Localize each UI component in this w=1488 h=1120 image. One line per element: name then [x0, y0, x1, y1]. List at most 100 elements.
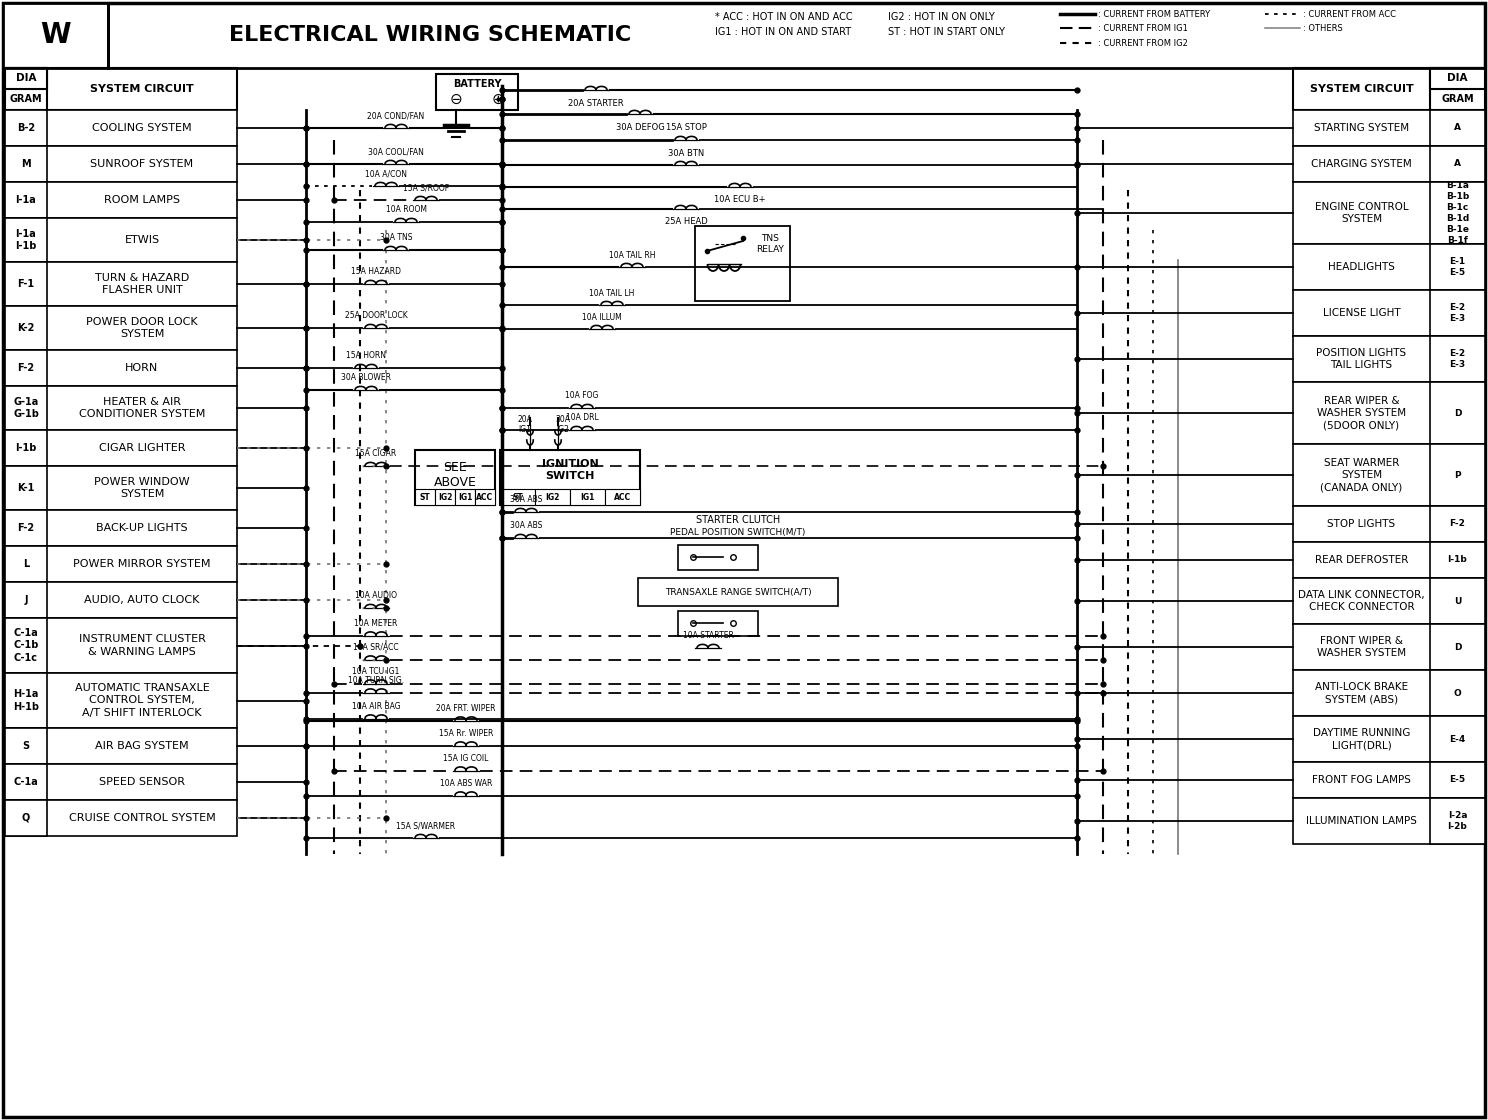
Text: 15A S/ROOF: 15A S/ROOF: [403, 184, 449, 193]
Text: IG1: IG1: [458, 493, 472, 502]
Bar: [1430, 578, 1485, 624]
Text: A: A: [1454, 123, 1461, 132]
Text: IG1: IG1: [580, 493, 595, 502]
Text: IG2: IG2: [557, 426, 570, 435]
Bar: [4, 218, 237, 262]
Text: PEDAL POSITION SWITCH(M/T): PEDAL POSITION SWITCH(M/T): [670, 528, 805, 536]
Text: 10A TAIL RH: 10A TAIL RH: [609, 251, 655, 260]
Bar: [4, 349, 237, 386]
Bar: [4, 146, 48, 181]
Bar: [638, 578, 838, 606]
Bar: [415, 450, 496, 505]
Bar: [1293, 670, 1485, 716]
Text: 10A ROOM: 10A ROOM: [385, 205, 427, 215]
Text: 30A DEFOG: 30A DEFOG: [616, 122, 664, 131]
Bar: [455, 489, 475, 505]
Bar: [1430, 542, 1485, 578]
Text: CRUISE CONTROL SYSTEM: CRUISE CONTROL SYSTEM: [68, 813, 216, 823]
Bar: [4, 764, 48, 800]
Text: : CURRENT FROM IG2: : CURRENT FROM IG2: [1098, 39, 1187, 48]
Text: E-2
E-3: E-2 E-3: [1449, 302, 1466, 323]
Text: 10A DRL: 10A DRL: [565, 413, 598, 422]
Text: REAR DEFROSTER: REAR DEFROSTER: [1315, 556, 1408, 564]
Bar: [1293, 762, 1485, 797]
Bar: [4, 386, 237, 430]
Text: GRAM: GRAM: [1442, 94, 1473, 104]
Text: INSTRUMENT CLUSTER
& WARNING LAMPS: INSTRUMENT CLUSTER & WARNING LAMPS: [79, 634, 205, 656]
Text: 15A HORN: 15A HORN: [347, 352, 385, 361]
Text: 30A COOL/FAN: 30A COOL/FAN: [368, 148, 424, 157]
Bar: [4, 547, 48, 582]
Text: D: D: [1454, 643, 1461, 652]
Text: E-4: E-4: [1449, 735, 1466, 744]
Text: CIGAR LIGHTER: CIGAR LIGHTER: [98, 444, 185, 452]
Bar: [4, 582, 237, 618]
Text: B-2: B-2: [16, 123, 36, 133]
Text: S: S: [22, 741, 30, 752]
Bar: [1430, 110, 1485, 146]
Bar: [679, 612, 757, 636]
Bar: [4, 764, 237, 800]
Text: TRANSAXLE RANGE SWITCH(A/T): TRANSAXLE RANGE SWITCH(A/T): [665, 588, 811, 597]
Text: COOLING SYSTEM: COOLING SYSTEM: [92, 123, 192, 133]
Text: BATTERY: BATTERY: [452, 80, 501, 88]
Text: 10A TAIL LH: 10A TAIL LH: [589, 289, 635, 298]
Text: POWER MIRROR SYSTEM: POWER MIRROR SYSTEM: [73, 559, 211, 569]
Text: 25A HEAD: 25A HEAD: [665, 217, 707, 226]
Bar: [1430, 624, 1485, 670]
Bar: [4, 728, 48, 764]
Text: : CURRENT FROM IG1: : CURRENT FROM IG1: [1098, 24, 1187, 32]
Text: ETWIS: ETWIS: [125, 235, 159, 245]
Bar: [4, 466, 48, 510]
Bar: [4, 466, 237, 510]
Bar: [1293, 68, 1485, 110]
Bar: [1430, 68, 1485, 88]
Bar: [4, 618, 48, 673]
Bar: [4, 349, 48, 386]
Text: 10A SR/ACC: 10A SR/ACC: [353, 643, 399, 652]
Bar: [1293, 444, 1485, 506]
Bar: [1293, 716, 1485, 762]
Text: F-1: F-1: [18, 279, 34, 289]
Text: : CURRENT FROM ACC: : CURRENT FROM ACC: [1303, 10, 1396, 19]
Text: 10A ABS WAR: 10A ABS WAR: [440, 780, 493, 788]
Text: 20A FRT. WIPER: 20A FRT. WIPER: [436, 704, 496, 713]
Bar: [415, 489, 434, 505]
Bar: [1293, 290, 1485, 336]
Text: AUTOMATIC TRANSAXLE
CONTROL SYSTEM,
A/T SHIFT INTERLOCK: AUTOMATIC TRANSAXLE CONTROL SYSTEM, A/T …: [74, 683, 210, 718]
Bar: [475, 489, 496, 505]
Text: 10A ECU B+: 10A ECU B+: [714, 196, 766, 205]
Text: STOP LIGHTS: STOP LIGHTS: [1327, 519, 1396, 529]
Bar: [1293, 244, 1485, 290]
Text: * ACC : HOT IN ON AND ACC: * ACC : HOT IN ON AND ACC: [716, 12, 853, 22]
Bar: [436, 74, 518, 110]
Bar: [4, 800, 237, 836]
Text: 10A METER: 10A METER: [354, 619, 397, 628]
Text: FRONT WIPER &
WASHER SYSTEM: FRONT WIPER & WASHER SYSTEM: [1317, 636, 1406, 659]
Bar: [4, 386, 48, 430]
Text: GRAM: GRAM: [10, 94, 42, 104]
Bar: [4, 306, 48, 349]
Text: SEAT WARMER
SYSTEM
(CANADA ONLY): SEAT WARMER SYSTEM (CANADA ONLY): [1320, 458, 1403, 493]
Text: U: U: [1454, 597, 1461, 606]
Text: ABOVE: ABOVE: [433, 476, 476, 489]
Text: SPEED SENSOR: SPEED SENSOR: [100, 777, 185, 787]
Text: F-2: F-2: [18, 363, 34, 373]
Bar: [536, 489, 570, 505]
Bar: [4, 510, 237, 547]
Text: POSITION LIGHTS
TAIL LIGHTS: POSITION LIGHTS TAIL LIGHTS: [1317, 348, 1406, 371]
Text: 20A STARTER: 20A STARTER: [568, 99, 623, 108]
Bar: [4, 110, 237, 146]
Bar: [1430, 290, 1485, 336]
Bar: [4, 262, 237, 306]
Bar: [4, 510, 48, 547]
Bar: [1293, 506, 1485, 542]
Text: E-1
E-5: E-1 E-5: [1449, 256, 1466, 277]
Bar: [4, 673, 237, 728]
Text: I-1a: I-1a: [16, 195, 36, 205]
Bar: [1430, 68, 1485, 110]
Text: 30A ABS: 30A ABS: [510, 495, 542, 504]
Bar: [1430, 670, 1485, 716]
Bar: [4, 547, 237, 582]
Text: DIA: DIA: [16, 73, 36, 83]
